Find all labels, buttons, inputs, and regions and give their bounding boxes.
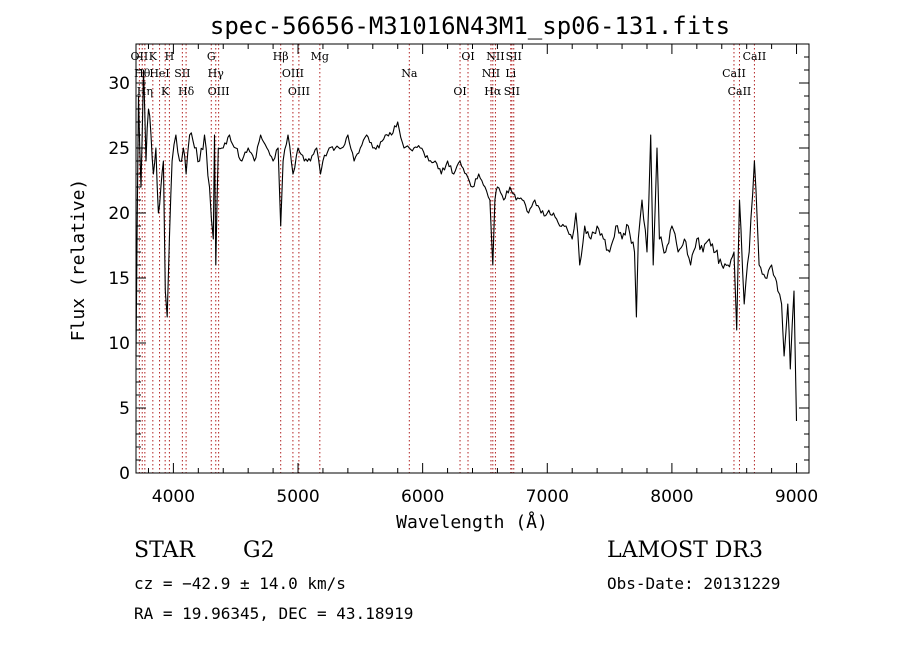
line-label: Hθ: [134, 67, 151, 80]
coordinates: RA = 19.96345, DEC = 43.18919: [134, 604, 414, 623]
object-subclass: G2: [243, 538, 275, 563]
line-label: Hγ: [208, 67, 225, 80]
y-tick-label: 15: [108, 269, 130, 289]
line-label: Li: [505, 67, 516, 80]
line-label: NII: [486, 50, 504, 63]
line-label: Hα: [484, 85, 502, 98]
x-tick-label: 9000: [775, 487, 818, 507]
y-tick-label: 25: [108, 139, 130, 159]
line-label: OI: [461, 50, 474, 63]
line-label: OIII: [208, 85, 230, 98]
line-label: Mg: [311, 50, 329, 63]
x-axis-label: Wavelength (Å): [396, 511, 548, 533]
y-tick-label: 30: [108, 74, 130, 94]
y-tick-label: 20: [108, 204, 130, 224]
line-label: K: [149, 50, 158, 63]
line-label: Hβ: [273, 50, 289, 63]
x-tick-label: 7000: [526, 487, 569, 507]
y-tick-label: 5: [119, 399, 130, 419]
line-label: OIII: [288, 85, 310, 98]
line-label: Hη: [137, 85, 153, 98]
y-tick-label: 0: [119, 464, 130, 484]
line-label: H: [165, 50, 175, 63]
observation-date: Obs-Date: 20131229: [607, 574, 781, 593]
x-tick-label: 6000: [401, 487, 444, 507]
spectral-line-markers: [138, 44, 755, 473]
line-label: HeI: [149, 67, 169, 80]
line-label: SII: [174, 67, 190, 80]
line-label: OIII: [282, 67, 304, 80]
line-label: G: [207, 50, 216, 63]
x-axis: 4000 5000 6000 7000 8000 9000: [147, 44, 818, 507]
line-label: CaII: [743, 50, 767, 63]
x-tick-label: 5000: [276, 487, 319, 507]
line-label: OI: [453, 85, 466, 98]
line-label: SII: [506, 50, 522, 63]
y-tick-label: 10: [108, 334, 130, 354]
chart-title: spec-56656-M31016N43M1_sp06-131.fits: [210, 12, 730, 40]
line-label: Hδ: [178, 85, 195, 98]
line-label: CaII: [728, 85, 752, 98]
line-label: CaII: [722, 67, 746, 80]
redshift-value: cz = −42.9 ± 14.0 km/s: [134, 574, 346, 593]
object-class: STAR: [134, 538, 195, 563]
line-label: NII: [482, 67, 500, 80]
y-axis: 0 5 10 15 20 25 30: [108, 43, 809, 484]
x-tick-label: 4000: [152, 487, 195, 507]
spectrum-line: [135, 69, 798, 422]
line-label: K: [161, 85, 170, 98]
line-label: Na: [401, 67, 418, 80]
line-label: SII: [504, 85, 520, 98]
y-axis-label: Flux (relative): [68, 179, 89, 342]
survey-name: LAMOST DR3: [607, 538, 763, 563]
x-tick-label: 8000: [650, 487, 693, 507]
